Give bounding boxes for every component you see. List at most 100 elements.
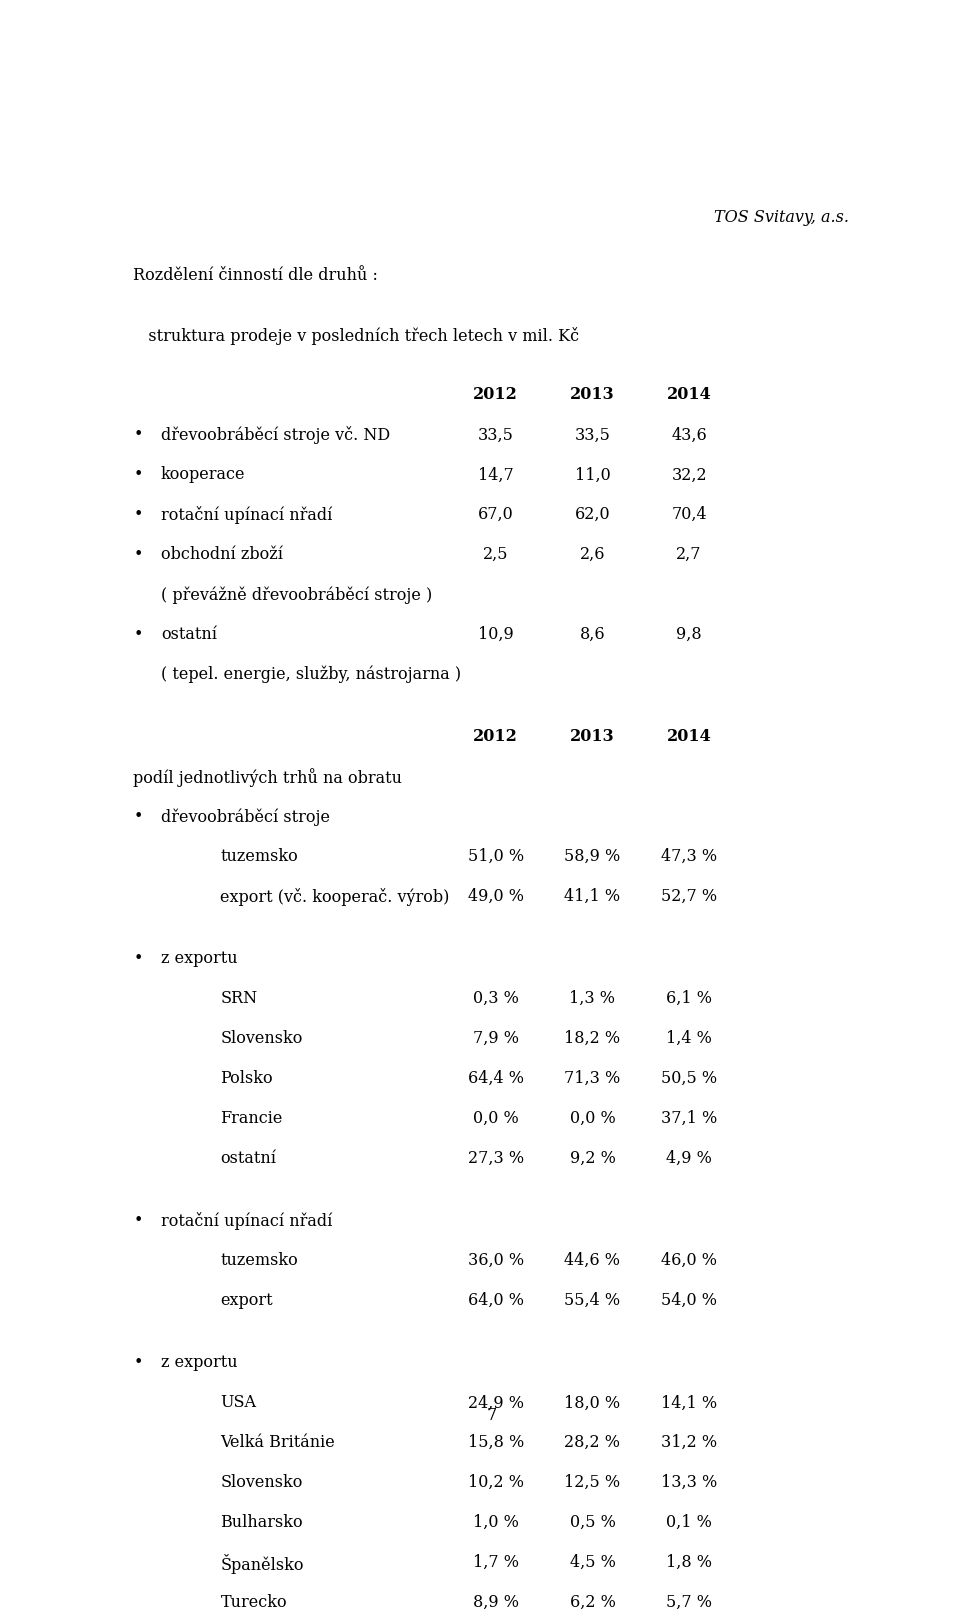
Text: USA: USA: [221, 1395, 256, 1411]
Text: 33,5: 33,5: [574, 426, 611, 444]
Text: 46,0 %: 46,0 %: [661, 1252, 717, 1268]
Text: 62,0: 62,0: [575, 505, 611, 523]
Text: 70,4: 70,4: [671, 505, 707, 523]
Text: 2013: 2013: [570, 729, 614, 745]
Text: 36,0 %: 36,0 %: [468, 1252, 524, 1268]
Text: •: •: [133, 951, 143, 967]
Text: 2,6: 2,6: [580, 546, 605, 564]
Text: 31,2 %: 31,2 %: [661, 1434, 717, 1452]
Text: ( převážně dřevoobráběcí stroje ): ( převážně dřevoobráběcí stroje ): [161, 586, 432, 604]
Text: 0,1 %: 0,1 %: [666, 1515, 712, 1531]
Text: ostatní: ostatní: [221, 1150, 276, 1166]
Text: 6,1 %: 6,1 %: [666, 990, 712, 1008]
Text: 9,2 %: 9,2 %: [569, 1150, 615, 1166]
Text: 9,8: 9,8: [677, 625, 702, 643]
Text: 54,0 %: 54,0 %: [661, 1293, 717, 1309]
Text: dřevoobráběcí stroje vč. ND: dřevoobráběcí stroje vč. ND: [161, 426, 390, 444]
Text: 5,7 %: 5,7 %: [666, 1594, 712, 1610]
Text: 2014: 2014: [667, 729, 711, 745]
Text: 4,9 %: 4,9 %: [666, 1150, 712, 1166]
Text: 32,2: 32,2: [671, 467, 707, 483]
Text: Slovensko: Slovensko: [221, 1474, 302, 1492]
Text: 14,1 %: 14,1 %: [661, 1395, 717, 1411]
Text: 27,3 %: 27,3 %: [468, 1150, 524, 1166]
Text: 67,0: 67,0: [478, 505, 514, 523]
Text: 24,9 %: 24,9 %: [468, 1395, 524, 1411]
Text: struktura prodeje v posledních třech letech v mil. Kč: struktura prodeje v posledních třech let…: [133, 327, 580, 345]
Text: Velká Británie: Velká Británie: [221, 1434, 335, 1452]
Text: 41,1 %: 41,1 %: [564, 888, 620, 906]
Text: •: •: [133, 1354, 143, 1372]
Text: 71,3 %: 71,3 %: [564, 1071, 620, 1087]
Text: z exportu: z exportu: [161, 951, 237, 967]
Text: 28,2 %: 28,2 %: [564, 1434, 620, 1452]
Text: dřevoobráběcí stroje: dřevoobráběcí stroje: [161, 808, 330, 826]
Text: export (vč. kooperač. výrob): export (vč. kooperač. výrob): [221, 888, 450, 906]
Text: 64,4 %: 64,4 %: [468, 1071, 524, 1087]
Text: 7: 7: [487, 1406, 497, 1424]
Text: 14,7: 14,7: [478, 467, 514, 483]
Text: SRN: SRN: [221, 990, 257, 1008]
Text: ostatní: ostatní: [161, 625, 217, 643]
Text: •: •: [133, 426, 143, 444]
Text: 2012: 2012: [473, 387, 518, 403]
Text: kooperace: kooperace: [161, 467, 246, 483]
Text: 6,2 %: 6,2 %: [569, 1594, 615, 1610]
Text: 8,9 %: 8,9 %: [472, 1594, 518, 1610]
Text: Španělsko: Španělsko: [221, 1554, 304, 1575]
Text: rotační upínací nřadí: rotační upínací nřadí: [161, 505, 332, 525]
Text: •: •: [133, 467, 143, 483]
Text: Bulharsko: Bulharsko: [221, 1515, 303, 1531]
Text: Polsko: Polsko: [221, 1071, 273, 1087]
Text: 11,0: 11,0: [575, 467, 611, 483]
Text: tuzemsko: tuzemsko: [221, 847, 299, 865]
Text: 0,5 %: 0,5 %: [569, 1515, 615, 1531]
Text: rotační upínací nřadí: rotační upínací nřadí: [161, 1212, 332, 1230]
Text: 51,0 %: 51,0 %: [468, 847, 524, 865]
Text: 44,6 %: 44,6 %: [564, 1252, 620, 1268]
Text: tuzemsko: tuzemsko: [221, 1252, 299, 1268]
Text: 64,0 %: 64,0 %: [468, 1293, 524, 1309]
Text: 2012: 2012: [473, 729, 518, 745]
Text: 49,0 %: 49,0 %: [468, 888, 524, 906]
Text: 1,3 %: 1,3 %: [569, 990, 615, 1008]
Text: obchodní zboží: obchodní zboží: [161, 546, 283, 564]
Text: •: •: [133, 546, 143, 564]
Text: 7,9 %: 7,9 %: [472, 1030, 518, 1047]
Text: TOS Svitavy, a.s.: TOS Svitavy, a.s.: [714, 209, 849, 227]
Text: 8,6: 8,6: [580, 625, 605, 643]
Text: export: export: [221, 1293, 273, 1309]
Text: 0,0 %: 0,0 %: [473, 1110, 518, 1128]
Text: 33,5: 33,5: [478, 426, 514, 444]
Text: 0,3 %: 0,3 %: [472, 990, 518, 1008]
Text: Francie: Francie: [221, 1110, 283, 1128]
Text: ( tepel. energie, služby, nástrojarna ): ( tepel. energie, služby, nástrojarna ): [161, 666, 461, 684]
Text: z exportu: z exportu: [161, 1354, 237, 1372]
Text: 2,5: 2,5: [483, 546, 509, 564]
Text: 18,2 %: 18,2 %: [564, 1030, 620, 1047]
Text: 55,4 %: 55,4 %: [564, 1293, 620, 1309]
Text: •: •: [133, 505, 143, 523]
Text: 37,1 %: 37,1 %: [661, 1110, 717, 1128]
Text: 15,8 %: 15,8 %: [468, 1434, 524, 1452]
Text: 12,5 %: 12,5 %: [564, 1474, 620, 1492]
Text: 1,7 %: 1,7 %: [472, 1554, 518, 1571]
Text: •: •: [133, 625, 143, 643]
Text: 1,0 %: 1,0 %: [472, 1515, 518, 1531]
Text: 0,0 %: 0,0 %: [569, 1110, 615, 1128]
Text: •: •: [133, 808, 143, 825]
Text: 1,4 %: 1,4 %: [666, 1030, 712, 1047]
Text: 2013: 2013: [570, 387, 614, 403]
Text: 47,3 %: 47,3 %: [661, 847, 717, 865]
Text: 10,2 %: 10,2 %: [468, 1474, 524, 1492]
Text: Rozdělení činností dle druhů :: Rozdělení činností dle druhů :: [133, 267, 378, 284]
Text: 2,7: 2,7: [677, 546, 702, 564]
Text: Slovensko: Slovensko: [221, 1030, 302, 1047]
Text: 10,9: 10,9: [478, 625, 514, 643]
Text: 52,7 %: 52,7 %: [661, 888, 717, 906]
Text: Turecko: Turecko: [221, 1594, 287, 1610]
Text: 1,8 %: 1,8 %: [666, 1554, 712, 1571]
Text: 13,3 %: 13,3 %: [661, 1474, 717, 1492]
Text: 18,0 %: 18,0 %: [564, 1395, 620, 1411]
Text: 4,5 %: 4,5 %: [569, 1554, 615, 1571]
